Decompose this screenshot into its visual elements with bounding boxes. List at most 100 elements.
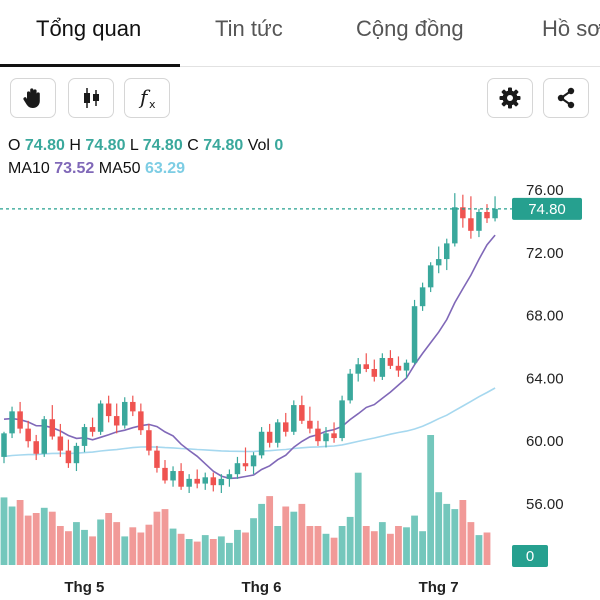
- candle-body: [250, 455, 257, 467]
- candle-body: [25, 428, 31, 442]
- time-tick-label: Thg 6: [242, 579, 282, 596]
- volume-value: 0: [274, 137, 284, 154]
- time-tick-label: Thg 7: [419, 579, 459, 596]
- price-tick-label: 72.00: [526, 245, 564, 262]
- price-tick-label: 68.00: [526, 308, 564, 325]
- candle: [323, 427, 329, 448]
- candle-body: [435, 259, 442, 266]
- candle: [146, 423, 152, 456]
- candle: [9, 406, 15, 439]
- volume-bar: [378, 522, 386, 565]
- candle-body: [41, 419, 47, 454]
- volume-bar: [234, 529, 241, 565]
- candle: [347, 368, 353, 404]
- volume-bar: [427, 435, 435, 565]
- volume-bar: [177, 533, 185, 565]
- candle-body: [444, 243, 450, 260]
- drawing-hand-button[interactable]: [10, 78, 56, 118]
- chart-type-button[interactable]: [68, 78, 114, 118]
- last-volume-tag-label: 0: [526, 548, 534, 565]
- candle-body: [65, 450, 72, 464]
- time-axis: Thg 5 Thg 6 Thg 7: [64, 579, 458, 596]
- high-label: H: [69, 137, 81, 154]
- volume-bar: [258, 503, 265, 565]
- volume-bar: [282, 506, 290, 565]
- candle: [41, 416, 47, 457]
- candle: [371, 359, 378, 382]
- candle: [283, 412, 289, 437]
- candle-body: [331, 433, 337, 439]
- candle: [194, 469, 200, 489]
- volume-bar: [169, 528, 177, 565]
- tab-bar: Tổng quan Tin tức Cộng đồng Hồ sơ: [0, 0, 600, 67]
- share-button[interactable]: [543, 78, 589, 118]
- candle: [266, 423, 273, 448]
- ma50-path: [3, 387, 496, 458]
- volume-bar: [105, 513, 113, 565]
- share-icon: [557, 87, 575, 109]
- volume-bar: [185, 539, 193, 565]
- volume-bar: [73, 522, 80, 565]
- candle-body: [411, 306, 418, 363]
- candle: [178, 463, 184, 490]
- volume-bar: [0, 497, 8, 565]
- candle-body: [274, 422, 281, 443]
- volume-bar: [24, 515, 32, 565]
- candle: [291, 400, 297, 435]
- candle-body: [323, 433, 329, 442]
- volume-bar: [65, 531, 72, 565]
- candle: [33, 434, 39, 461]
- indicators-button[interactable]: f x: [124, 78, 170, 118]
- settings-button[interactable]: [487, 78, 533, 118]
- candle-body: [57, 436, 64, 451]
- candle-body: [371, 368, 378, 377]
- candle-body: [97, 403, 104, 432]
- candle-body: [427, 265, 434, 288]
- candle-body: [468, 218, 474, 231]
- candles: [1, 193, 498, 494]
- candle-body: [299, 405, 305, 421]
- hand-icon: [23, 88, 40, 108]
- candle: [444, 238, 450, 271]
- candle-body: [347, 373, 353, 401]
- candle: [484, 204, 490, 223]
- candle: [186, 474, 192, 494]
- candle-body: [81, 427, 88, 446]
- tab-news[interactable]: Tin tức: [215, 16, 283, 41]
- tab-profile[interactable]: Hồ sơ: [542, 16, 600, 41]
- candle-body: [170, 471, 176, 481]
- candle-body: [218, 478, 225, 486]
- volume-bar: [153, 511, 161, 565]
- candle-body: [242, 463, 249, 467]
- candle-body: [17, 411, 23, 429]
- volume-bar: [129, 527, 137, 565]
- candle: [170, 466, 176, 487]
- candle-body: [9, 411, 15, 434]
- tab-community[interactable]: Cộng đồng: [356, 16, 464, 41]
- volume-bar: [145, 524, 153, 565]
- svg-text:x: x: [149, 98, 156, 111]
- volume-bar: [362, 526, 370, 565]
- volume-bar: [330, 537, 338, 565]
- candle: [210, 472, 217, 492]
- volume-bar: [89, 536, 96, 565]
- candle-body: [186, 478, 192, 487]
- volume-bar: [201, 535, 209, 565]
- ma50-value: 63.29: [145, 160, 186, 177]
- price-tick-label: 56.00: [526, 496, 564, 513]
- candle: [379, 353, 386, 380]
- volume-bar: [226, 542, 233, 565]
- candle-body: [403, 362, 410, 371]
- volume-bar: [483, 532, 491, 565]
- candle: [403, 359, 410, 379]
- candle: [25, 420, 31, 448]
- tab-overview[interactable]: Tổng quan: [36, 16, 142, 41]
- candlestick-icon: [84, 88, 99, 108]
- active-tab-indicator: [0, 64, 180, 67]
- volume-bar: [443, 503, 451, 565]
- high-value: 74.80: [85, 137, 126, 154]
- last-price-tag: [512, 197, 582, 220]
- candle: [113, 403, 120, 434]
- last-volume-tag: [512, 545, 548, 567]
